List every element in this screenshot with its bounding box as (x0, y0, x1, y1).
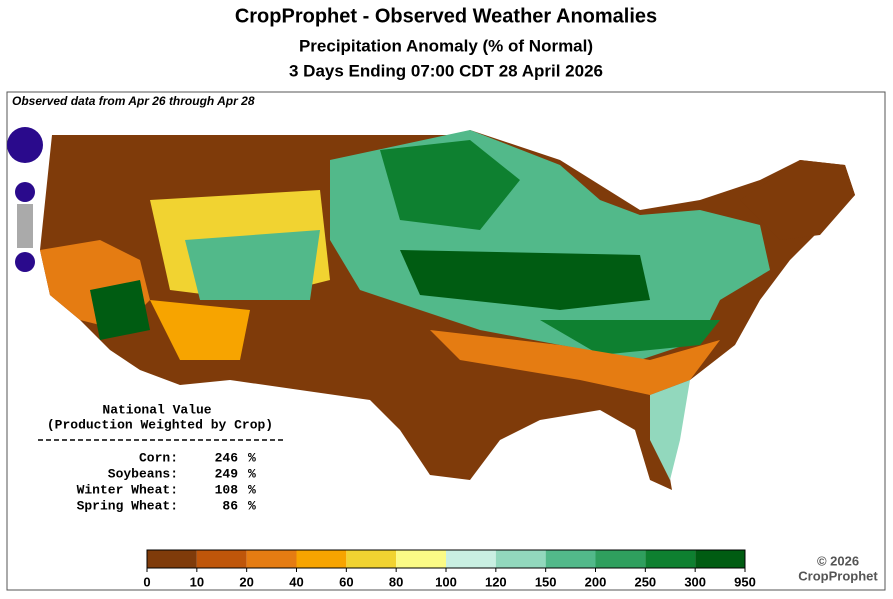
region (150, 300, 250, 360)
legend-swatch (346, 550, 397, 568)
pan-control[interactable] (7, 127, 43, 163)
map (40, 130, 855, 490)
legend-swatch (147, 550, 197, 568)
legend-tick-label: 60 (339, 574, 353, 589)
crop-value: 108 (215, 482, 239, 497)
legend-swatch (396, 550, 446, 568)
crop-value: 246 (215, 450, 239, 465)
legend-swatch (695, 550, 745, 568)
map-note: Observed data from Apr 26 through Apr 28 (12, 94, 255, 108)
zoom-in[interactable] (15, 182, 35, 202)
title: CropProphet - Observed Weather Anomalies (235, 5, 657, 27)
legend-tick-label: 150 (535, 574, 557, 589)
legend-tick-label: 250 (634, 574, 656, 589)
period: 3 Days Ending 07:00 CDT 28 April 2026 (289, 61, 603, 80)
legend-swatch (446, 550, 496, 568)
legend-tick-label: 0 (143, 574, 150, 589)
brand: CropProphet (798, 568, 878, 583)
region (90, 280, 150, 340)
crop-value: 86 (222, 498, 238, 513)
legend-tick-label: 10 (190, 574, 204, 589)
zoom-slider[interactable] (17, 204, 33, 248)
region (185, 230, 320, 300)
subtitle: Precipitation Anomaly (% of Normal) (299, 36, 593, 55)
legend-swatch (296, 550, 347, 568)
legend-swatch (495, 550, 546, 568)
legend-tick-label: 20 (239, 574, 253, 589)
crop-name: Spring Wheat: (77, 498, 178, 513)
national-title: National Value (102, 402, 211, 417)
region (740, 160, 855, 240)
legend-tick-label: 200 (585, 574, 607, 589)
region (380, 140, 520, 230)
region (540, 320, 720, 355)
crop-unit: % (248, 482, 256, 497)
crop-name: Corn: (139, 450, 178, 465)
legend-tick-label: 950 (734, 574, 756, 589)
crop-unit: % (248, 466, 256, 481)
legend-tick-label: 40 (289, 574, 303, 589)
crop-name: Soybeans: (108, 466, 178, 481)
map-nav[interactable] (7, 127, 43, 272)
zoom-out[interactable] (15, 252, 35, 272)
region (650, 380, 690, 480)
region (400, 250, 650, 310)
legend-swatch (246, 550, 297, 568)
crop-unit: % (248, 450, 256, 465)
national-subtitle: (Production Weighted by Crop) (47, 417, 273, 432)
legend-swatch (595, 550, 646, 568)
region (430, 330, 720, 395)
legend-swatch (545, 550, 596, 568)
crop-value: 249 (215, 466, 239, 481)
legend-swatch (196, 550, 247, 568)
legend-swatch (645, 550, 696, 568)
crop-unit: % (248, 498, 256, 513)
copyright: © 2026 (817, 553, 859, 568)
legend-tick-label: 120 (485, 574, 507, 589)
legend: 0 10 20 40 60 80 100 120 150 200 250 300 950 (143, 549, 756, 589)
legend-tick-label: 300 (684, 574, 706, 589)
legend-tick-label: 100 (435, 574, 457, 589)
legend-tick-label: 80 (389, 574, 403, 589)
national-value: National Value (Production Weighted by C… (38, 402, 285, 513)
crop-name: Winter Wheat: (77, 482, 178, 497)
